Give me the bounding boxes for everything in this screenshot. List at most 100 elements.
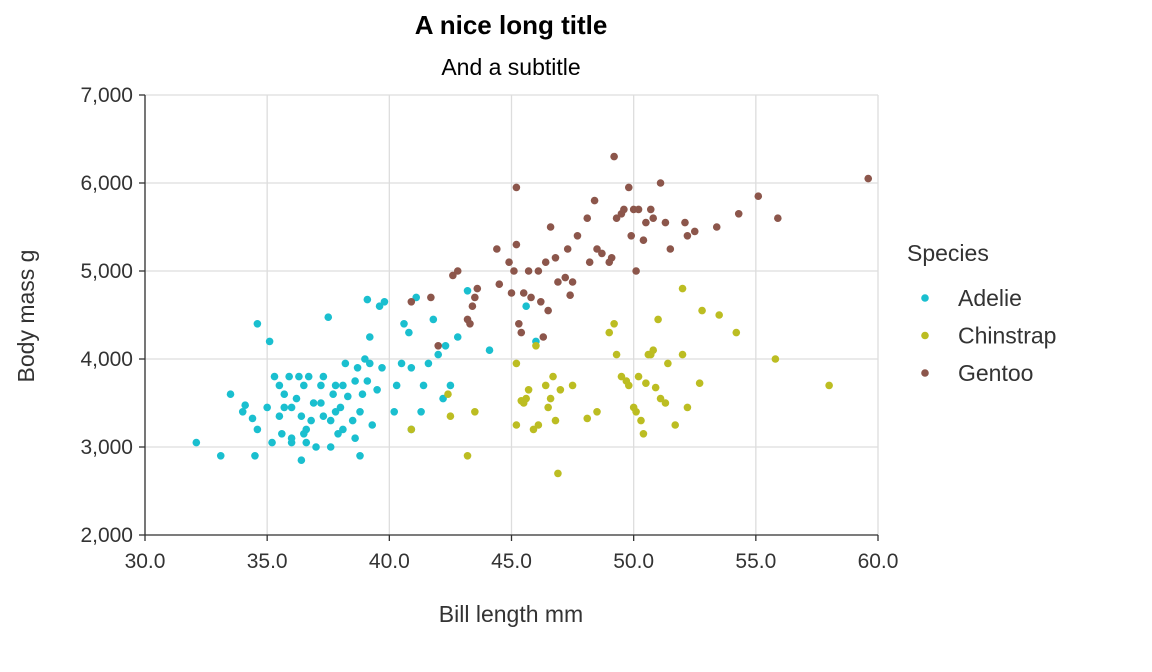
point-adelie — [248, 414, 257, 423]
point-gentoo — [512, 183, 521, 192]
y-tick-label: 6,000 — [80, 172, 133, 195]
point-chinstrap — [541, 381, 550, 390]
point-gentoo — [690, 227, 699, 236]
point-chinstrap — [654, 315, 662, 324]
point-adelie — [351, 377, 359, 385]
point-adelie — [351, 434, 359, 443]
legend-key-adelie — [921, 294, 929, 302]
point-gentoo — [585, 258, 594, 267]
point-chinstrap — [471, 408, 479, 416]
point-chinstrap — [678, 350, 687, 359]
point-adelie — [297, 456, 306, 465]
point-gentoo — [434, 342, 443, 350]
point-adelie — [446, 381, 455, 390]
point-adelie — [341, 359, 350, 368]
point-adelie — [365, 359, 374, 368]
chart-title: A nice long title — [415, 10, 608, 40]
point-adelie — [302, 425, 311, 434]
point-gentoo — [495, 280, 504, 289]
point-gentoo — [656, 179, 665, 187]
y-tick-label: 5,000 — [80, 260, 133, 283]
point-chinstrap — [407, 425, 416, 434]
point-gentoo — [449, 271, 457, 280]
legend-title: Species — [907, 240, 989, 266]
point-chinstrap — [551, 416, 560, 425]
point-adelie — [463, 287, 472, 295]
point-adelie — [392, 381, 401, 390]
point-adelie — [405, 328, 413, 337]
point-adelie — [400, 320, 408, 328]
point-chinstrap — [554, 469, 562, 478]
point-chinstrap — [549, 372, 557, 381]
point-gentoo — [510, 267, 518, 275]
point-gentoo — [563, 245, 572, 253]
point-adelie — [304, 372, 313, 381]
point-adelie — [238, 408, 247, 416]
point-adelie — [265, 337, 274, 346]
point-adelie — [417, 408, 425, 416]
point-chinstrap — [529, 425, 538, 434]
point-adelie — [280, 390, 289, 399]
point-gentoo — [634, 205, 643, 214]
point-adelie — [343, 392, 352, 401]
point-gentoo — [554, 278, 562, 286]
point-gentoo — [593, 245, 601, 253]
point-chinstrap — [698, 306, 706, 315]
point-gentoo — [754, 192, 763, 200]
point-gentoo — [512, 240, 521, 249]
x-axis-title: Bill length mm — [439, 601, 583, 627]
y-tick-label: 7,000 — [80, 84, 133, 107]
point-gentoo — [598, 249, 606, 258]
point-gentoo — [661, 218, 670, 227]
point-gentoo — [561, 273, 570, 282]
legend-label-gentoo: Gentoo — [958, 360, 1033, 386]
x-tick-label: 50.0 — [613, 550, 654, 573]
point-gentoo — [544, 306, 552, 315]
legend-label-adelie: Adelie — [958, 285, 1022, 311]
point-gentoo — [566, 291, 574, 300]
x-tick-label: 35.0 — [247, 550, 288, 573]
point-adelie — [326, 443, 335, 451]
y-tick-label: 2,000 — [80, 524, 133, 547]
point-chinstrap — [639, 430, 648, 438]
point-adelie — [309, 399, 318, 407]
y-tick-label: 3,000 — [80, 436, 133, 459]
point-adelie — [339, 425, 347, 434]
x-tick-label: 60.0 — [858, 550, 899, 573]
point-chinstrap — [715, 311, 723, 319]
point-chinstrap — [463, 452, 472, 460]
point-adelie — [312, 443, 320, 451]
point-chinstrap — [617, 372, 626, 381]
point-adelie — [441, 342, 450, 350]
point-adelie — [429, 315, 438, 324]
point-adelie — [453, 333, 462, 341]
point-gentoo — [517, 328, 526, 337]
point-gentoo — [473, 284, 482, 293]
point-chinstrap — [771, 355, 780, 363]
point-chinstrap — [556, 386, 565, 394]
point-gentoo — [583, 214, 592, 222]
point-gentoo — [607, 253, 616, 262]
point-adelie — [326, 416, 335, 425]
point-gentoo — [515, 320, 523, 328]
point-adelie — [363, 377, 372, 385]
point-chinstrap — [612, 350, 621, 359]
point-chinstrap — [678, 284, 687, 293]
point-gentoo — [642, 218, 650, 227]
point-gentoo — [627, 232, 636, 240]
point-gentoo — [468, 302, 477, 311]
point-adelie — [348, 416, 357, 425]
point-gentoo — [551, 253, 560, 262]
point-adelie — [407, 364, 416, 372]
point-adelie — [216, 452, 225, 460]
point-adelie — [241, 401, 249, 410]
point-gentoo — [427, 293, 435, 302]
point-adelie — [331, 381, 340, 390]
point-chinstrap — [661, 399, 670, 407]
chart-subtitle: And a subtitle — [441, 54, 580, 80]
point-adelie — [434, 350, 443, 359]
point-adelie — [263, 403, 271, 412]
point-adelie — [317, 399, 325, 407]
point-gentoo — [493, 245, 501, 253]
x-tick-label: 40.0 — [369, 550, 410, 573]
